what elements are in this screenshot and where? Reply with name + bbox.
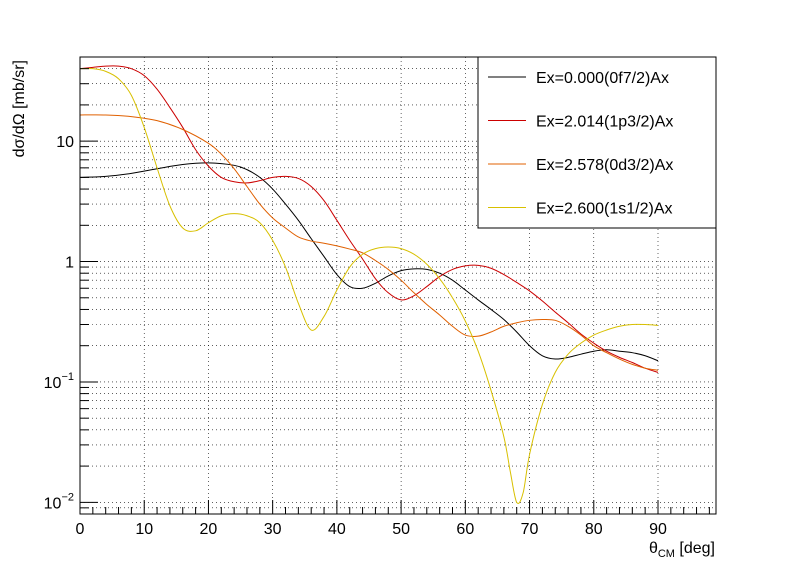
- x-tick-label: 10: [135, 521, 153, 538]
- y-tick-label-base: 10: [56, 134, 74, 151]
- y-tick-label: 10−2: [44, 491, 74, 512]
- series-curves: [79, 65, 659, 504]
- x-tick-label: 60: [456, 521, 474, 538]
- y-tick-label-base: 1: [65, 255, 74, 272]
- x-tick-label: 20: [200, 521, 218, 538]
- legend-box: [477, 56, 717, 229]
- y-tick-label: 1: [65, 255, 74, 272]
- axis-ticks: [79, 56, 710, 515]
- y-tick-label: 10−1: [44, 371, 74, 392]
- x-tick-labels: 0 10 20 30 40 50 60 70 80 90: [76, 521, 667, 538]
- legend-label: Ex=2.014(1p3/2)Ax: [536, 114, 673, 131]
- legend-label: Ex=2.600(1s1/2)Ax: [536, 201, 673, 218]
- series-line-2: [79, 65, 659, 373]
- x-tick-label: 80: [585, 521, 603, 538]
- x-tick-label: 30: [264, 521, 282, 538]
- y-tick-label-base: 10: [44, 495, 62, 512]
- series-line-3: [79, 114, 659, 371]
- y-tick-label-base: 10: [44, 375, 62, 392]
- x-tick-label: 90: [649, 521, 667, 538]
- series-line-4: [79, 67, 659, 504]
- legend: Ex=0.000(0f7/2)Ax Ex=2.014(1p3/2)Ax Ex=2.5…: [477, 56, 717, 229]
- x-tick-label: 0: [76, 521, 85, 538]
- x-tick-label: 70: [521, 521, 539, 538]
- x-axis-title: θCM [deg]: [649, 540, 715, 560]
- x-axis-title-unit: [deg]: [675, 540, 715, 557]
- x-tick-label: 50: [392, 521, 410, 538]
- y-tick-label-exponent: −1: [61, 371, 74, 383]
- x-tick-label: 40: [328, 521, 346, 538]
- y-axis-title: dσ/dΩ [mb/sr]: [11, 60, 28, 157]
- legend-label: Ex=0.000(0f7/2)Ax: [536, 70, 669, 87]
- y-tick-label-exponent: −2: [61, 491, 74, 503]
- series-line-1: [79, 162, 659, 362]
- plot-frame: [79, 56, 717, 515]
- x-axis-title-main: θ: [649, 540, 658, 557]
- y-tick-label: 10: [56, 134, 74, 151]
- x-axis-title-sub: CM: [658, 548, 675, 560]
- legend-label: Ex=2.578(0d3/2)Ax: [536, 157, 673, 174]
